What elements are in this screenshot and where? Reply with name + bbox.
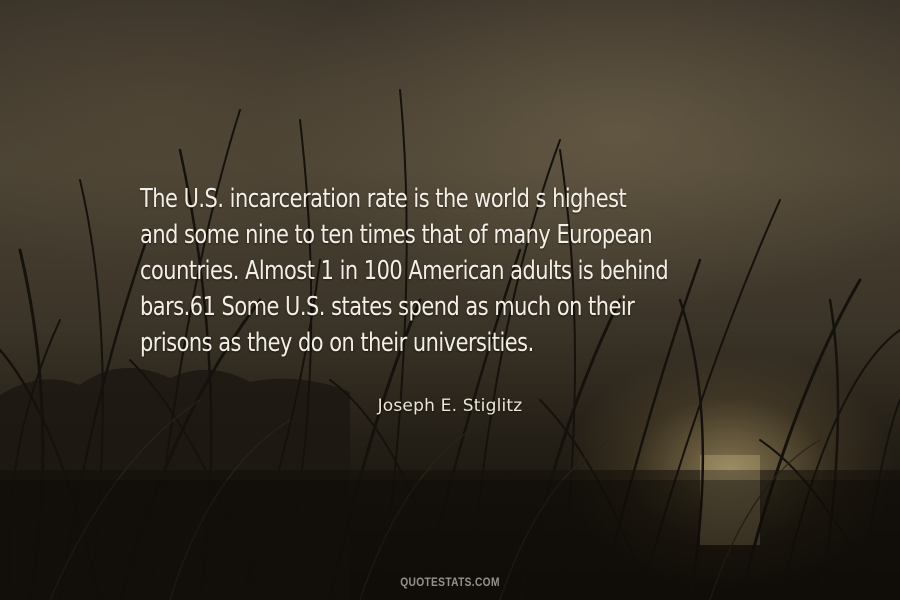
quote-line: The U.S. incarceration rate is the world… xyxy=(140,184,627,214)
quote-author: Joseph E. Stiglitz xyxy=(377,396,523,416)
quote-line: and some nine to ten times that of many … xyxy=(140,220,653,250)
grass-blades xyxy=(0,89,900,600)
ground xyxy=(0,470,900,600)
quote-text: The U.S. incarceration rate is the world… xyxy=(140,181,669,361)
site-watermark: QUOTESTATS.COM xyxy=(400,575,500,589)
quote-line: bars.61 Some U.S. states spend as much o… xyxy=(140,292,635,322)
quote-line: countries. Almost 1 in 100 American adul… xyxy=(140,256,669,286)
sun-reflection xyxy=(700,455,760,545)
grass-blades-light xyxy=(49,399,821,600)
bottom-vignette xyxy=(0,480,900,600)
quote-line: prisons as they do on their universities… xyxy=(140,328,534,358)
